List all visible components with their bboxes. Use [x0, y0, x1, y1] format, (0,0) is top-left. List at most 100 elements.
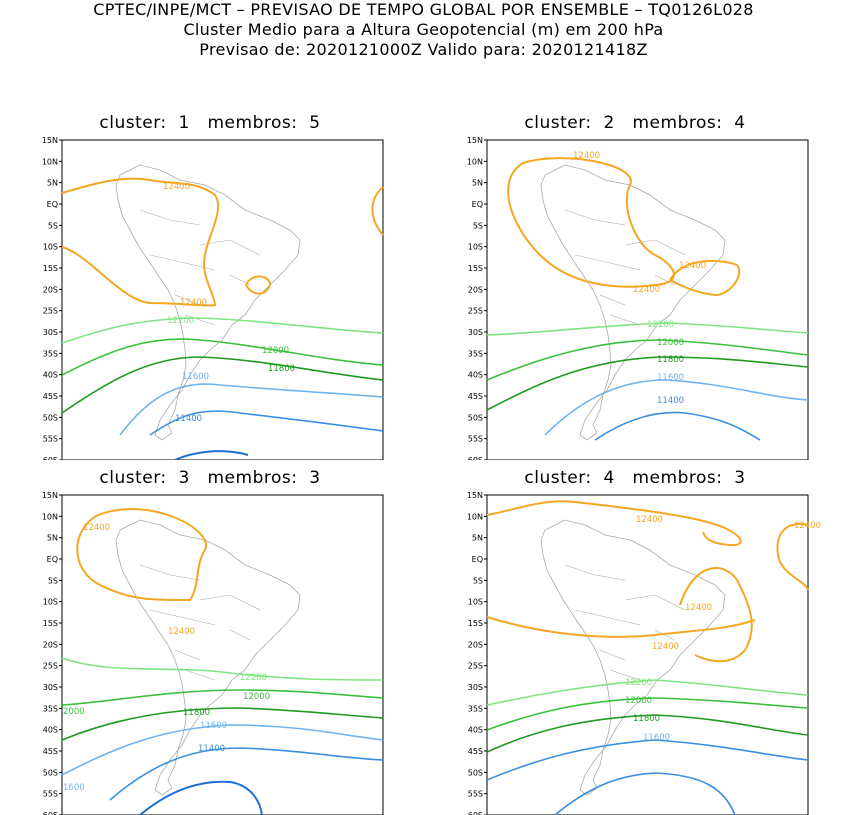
- contour-12400-north: [61, 177, 220, 307]
- contour-label: 12400: [636, 515, 663, 525]
- lat-tick-label: 10S: [468, 243, 483, 252]
- country-borders: [139, 564, 261, 681]
- lat-tick-label: 15N: [467, 491, 483, 500]
- contour-12200: [486, 679, 809, 706]
- contour-11200: [174, 450, 249, 460]
- panel-title: cluster: 3 membros: 3: [99, 468, 321, 488]
- lat-tick-label: 10S: [43, 243, 58, 252]
- lat-tick-label: EQ: [47, 200, 58, 209]
- lat-tick-label: 15N: [42, 491, 58, 500]
- contour-label: 12200: [625, 678, 652, 688]
- contour-11800: [61, 356, 384, 414]
- panel-cluster-4: cluster: 4 membros: 3 15N 10N 5N EQ 5S 10S 15S…: [425, 468, 845, 815]
- header-line-3: Previsao de: 2020121000Z Valido para: 20…: [199, 40, 648, 59]
- map-cluster-3: 15N 10N 5N EQ 5S 10S 15S 20S 25S 30S 35S 40S 45S 50S 5…: [42, 491, 384, 815]
- lat-tick-label: 5S: [48, 576, 58, 585]
- contour-label: 11600: [643, 733, 670, 743]
- lat-tick-label: 5S: [473, 576, 483, 585]
- lat-tick-label: 45S: [43, 747, 58, 756]
- contour-label: 12000: [657, 338, 684, 348]
- lat-tick-label: 40S: [468, 371, 483, 380]
- contour-label: 11400: [198, 744, 225, 754]
- contour-12000: [61, 689, 384, 706]
- lat-tick-label: 55S: [43, 435, 58, 444]
- panel-cluster-3: cluster: 3 membros: 3 15N 10N 5N EQ 5S 10S 15S…: [0, 468, 420, 815]
- lat-tick-label: 35S: [468, 704, 483, 713]
- contour-12400-ring: [669, 259, 741, 297]
- lat-tick-label: 35S: [43, 704, 58, 713]
- lat-tick-label: 5S: [473, 221, 483, 230]
- contour-11400: [149, 410, 384, 436]
- lat-tick-label: 15N: [467, 136, 483, 145]
- map-cluster-1: 15N 10N 5N EQ 5S 10S 15S 20S 25S 30S 35S 40S 45S 50S 5…: [42, 136, 384, 460]
- contour-12200: [486, 322, 809, 336]
- lat-tick-label: EQ: [47, 555, 58, 564]
- lat-tick-label: EQ: [472, 555, 483, 564]
- contour-label: 12000: [243, 692, 270, 702]
- contour-label: 12400: [679, 261, 706, 271]
- contour-label: 11400: [175, 414, 202, 424]
- lat-tick-label: 50S: [43, 768, 58, 777]
- contour-12400-ring: [245, 275, 272, 295]
- lat-tick-label: 5N: [472, 534, 483, 543]
- contour-11400: [554, 772, 736, 815]
- map-frame: [61, 139, 384, 460]
- contour-12400-east: [371, 186, 384, 236]
- lat-tick-label: 20S: [468, 640, 483, 649]
- map-cluster-2: 15N 10N 5N EQ 5S 10S 15S 20S 25S 30S 35S 40S 45S 50S 5…: [467, 136, 809, 460]
- contour-label: 12400: [168, 627, 195, 637]
- contour-label: 12000: [262, 346, 289, 356]
- coastline: [115, 519, 301, 796]
- map-frame: [486, 139, 809, 460]
- contour-12400-south: [486, 616, 756, 638]
- lat-tick-label: 25S: [43, 662, 58, 671]
- map-cluster-4: 15N 10N 5N EQ 5S 10S 15S 20S 25S 30S 35S 40S 45S 50S 5…: [467, 491, 821, 815]
- lat-tick-label: 35S: [43, 349, 58, 358]
- lat-tick-label: 10S: [43, 598, 58, 607]
- contour-11600: [544, 379, 809, 436]
- contour-11200: [139, 780, 263, 815]
- lat-tick-label: 15S: [468, 619, 483, 628]
- country-borders: [564, 564, 686, 681]
- lat-tick-label: 30S: [468, 328, 483, 337]
- contour-12400-main: [76, 508, 207, 602]
- contour-label: 12400: [83, 523, 110, 533]
- lat-tick-label: 60S: [43, 811, 58, 815]
- contour-11600: [61, 724, 384, 776]
- header-line-1: CPTEC/INPE/MCT – PREVISAO DE TEMPO GLOBA…: [93, 0, 754, 19]
- lat-tick-label: 20S: [468, 285, 483, 294]
- lat-tick-label: 5S: [48, 221, 58, 230]
- lat-tick-label: 5N: [47, 179, 58, 188]
- contour-12200: [61, 657, 384, 681]
- lat-tick-label: 20S: [43, 640, 58, 649]
- lat-tick-label: 40S: [43, 371, 58, 380]
- contour-label: 12400: [633, 285, 660, 295]
- lat-tick-label: 10N: [467, 157, 483, 166]
- contour-12000: [486, 697, 809, 731]
- contour-label: 12400: [163, 182, 190, 192]
- lat-tick-label: 10N: [467, 512, 483, 521]
- lat-tick-label: 35S: [468, 349, 483, 358]
- contour-label: 12200: [167, 316, 194, 326]
- panel-title: cluster: 4 membros: 3: [524, 468, 746, 488]
- lat-tick-label: 5N: [472, 179, 483, 188]
- contour-label: 11600: [182, 372, 209, 382]
- lat-tick-label: 40S: [43, 726, 58, 735]
- contour-12400-mid: [679, 567, 753, 663]
- lat-tick-label: 50S: [468, 413, 483, 422]
- contour-label: 12200: [647, 320, 674, 330]
- contour-label: 11400: [657, 396, 684, 406]
- lat-tick-label: 15S: [468, 264, 483, 273]
- contour-12200: [61, 317, 384, 344]
- lat-tick-label: 55S: [43, 790, 58, 799]
- lat-tick-label: 25S: [468, 307, 483, 316]
- contour-label: 11800: [183, 708, 210, 718]
- contour-label: 11800: [268, 364, 295, 374]
- coastline: [540, 164, 726, 441]
- map-frame: [61, 494, 384, 815]
- lat-tick-label: 50S: [468, 768, 483, 777]
- contour-12000: [61, 338, 384, 376]
- panel-cluster-2: cluster: 2 membros: 4 15N 10N 5N EQ 5S 10S 15S…: [425, 113, 845, 460]
- lat-tick-label: 45S: [468, 392, 483, 401]
- lat-tick-label: 45S: [43, 392, 58, 401]
